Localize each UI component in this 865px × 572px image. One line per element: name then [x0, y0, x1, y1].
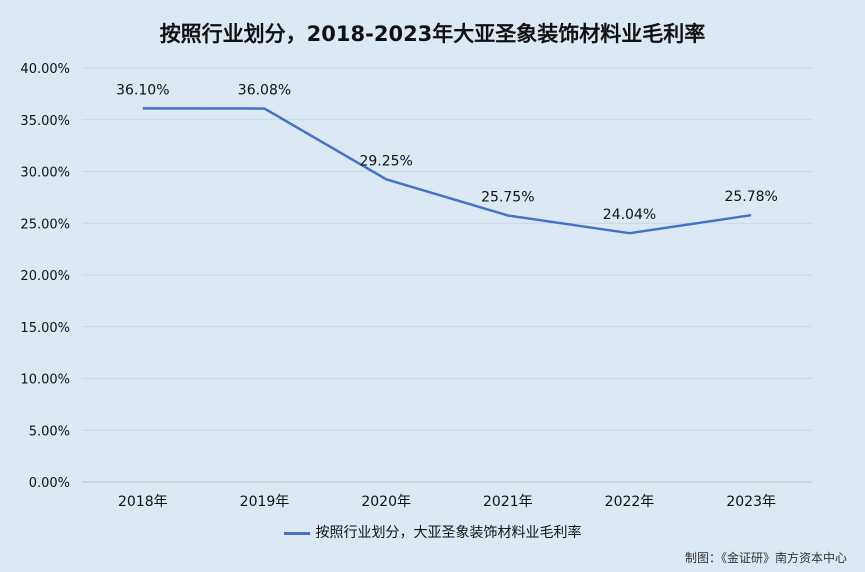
x-tick-label: 2021年	[483, 494, 533, 510]
data-label: 36.08%	[238, 83, 291, 99]
x-tick-label: 2018年	[118, 494, 168, 510]
x-tick-label: 2019年	[240, 494, 290, 510]
x-tick-label: 2022年	[605, 494, 655, 510]
chart-title: 按照行业划分，2018-2023年大亚圣象装饰材料业毛利率	[159, 22, 706, 46]
y-tick-label: 35.00%	[20, 114, 70, 129]
y-tick-label: 0.00%	[29, 476, 70, 491]
source-note: 制图：《金证研》南方资本中心	[684, 551, 847, 565]
series-line	[142, 107, 752, 235]
legend: 按照行业划分，大亚圣象装饰材料业毛利率	[0, 522, 865, 542]
data-label: 29.25%	[359, 153, 412, 169]
y-tick-label: 15.00%	[20, 321, 70, 336]
legend-swatch	[283, 531, 310, 535]
y-tick-label: 5.00%	[29, 424, 70, 439]
x-tick-label: 2023年	[726, 494, 776, 510]
y-tick-label: 25.00%	[20, 217, 70, 232]
data-label: 25.78%	[724, 189, 777, 205]
y-tick-label: 20.00%	[20, 269, 70, 284]
y-tick-label: 10.00%	[20, 373, 70, 388]
data-label: 25.75%	[481, 189, 534, 205]
legend-label: 按照行业划分，大亚圣象装饰材料业毛利率	[315, 525, 582, 541]
x-tick-label: 2020年	[361, 494, 411, 510]
y-tick-label: 40.00%	[20, 62, 70, 77]
y-tick-label: 30.00%	[20, 166, 70, 181]
data-label: 36.10%	[116, 82, 169, 98]
data-label: 24.04%	[603, 207, 656, 223]
